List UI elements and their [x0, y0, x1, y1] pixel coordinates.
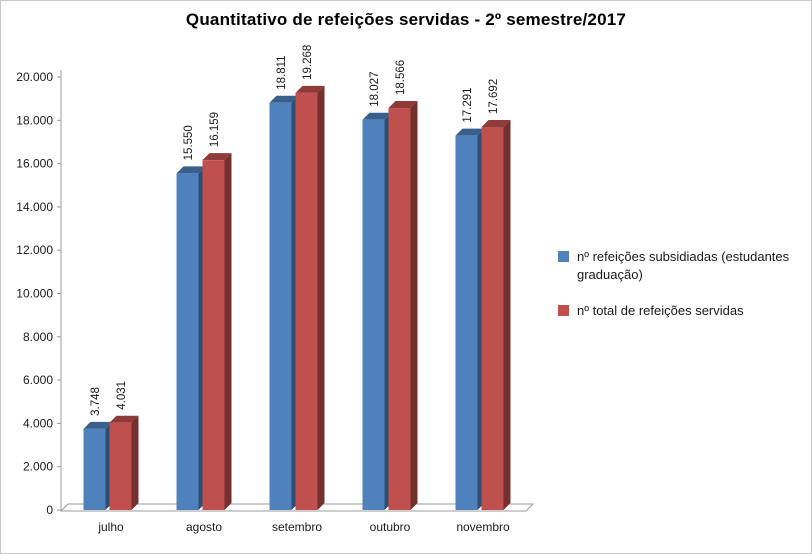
value-label-0-outubro: 18.027	[369, 72, 381, 107]
category-label: julho	[97, 520, 124, 534]
value-label-1-julho: 4.031	[116, 381, 128, 410]
category-label: novembro	[456, 520, 510, 534]
bar-top-1-outubro	[388, 101, 418, 109]
chart-title: Quantitativo de refeições servidas - 2º …	[185, 10, 627, 29]
y-tick-label: 6.000	[23, 373, 53, 387]
category-label: outubro	[370, 520, 411, 534]
y-tick-label: 12.000	[16, 243, 53, 257]
y-tick-label: 16.000	[16, 157, 53, 171]
bar-0-novembro	[455, 135, 478, 511]
bar-1-novembro	[481, 126, 504, 510]
legend-swatch-blue-icon	[558, 251, 569, 262]
legend-label-total: nº total de refeições servidas	[577, 303, 744, 319]
category-label: agosto	[186, 520, 222, 534]
y-tick-label: 18.000	[16, 113, 53, 127]
value-label-1-novembro: 17.692	[488, 79, 500, 114]
bar-0-setembro	[269, 102, 292, 510]
bar-top-0-outubro	[362, 112, 392, 120]
y-tick-label: 14.000	[16, 200, 53, 214]
bar-side-1-agosto	[224, 153, 232, 510]
bar-0-agosto	[176, 173, 199, 510]
legend-label-subsidiadas: nº refeições subsidiadas (estudantes gra…	[577, 249, 790, 282]
bar-side-1-julho	[131, 415, 139, 510]
bar-side-1-novembro	[503, 119, 511, 510]
chart-legend: nº refeições subsidiadas (estudantes gra…	[558, 248, 808, 339]
value-label-1-outubro: 18.566	[395, 60, 407, 95]
category-label: setembro	[272, 520, 322, 534]
value-label-0-setembro: 18.811	[276, 55, 288, 89]
legend-item-total: nº total de refeições servidas	[558, 302, 808, 320]
bar-top-1-agosto	[202, 153, 232, 161]
value-label-1-setembro: 19.268	[302, 45, 314, 80]
y-tick-label: 4.000	[23, 416, 53, 430]
y-tick-label: 2.000	[23, 460, 53, 474]
y-tick-label: 10.000	[16, 287, 53, 301]
bar-0-outubro	[362, 119, 385, 510]
value-label-1-agosto: 16.159	[209, 112, 221, 147]
bar-side-1-setembro	[317, 85, 325, 510]
bar-1-outubro	[388, 108, 411, 511]
bar-0-julho	[83, 428, 106, 510]
bar-side-1-outubro	[410, 101, 418, 511]
bar-top-1-novembro	[481, 119, 511, 127]
value-label-0-agosto: 15.550	[183, 125, 195, 160]
legend-swatch-red-icon	[558, 305, 569, 317]
y-tick-label: 8.000	[23, 330, 53, 344]
bar-top-0-julho	[83, 421, 113, 429]
bar-top-0-novembro	[455, 128, 485, 136]
bar-1-agosto	[202, 160, 225, 510]
value-label-0-julho: 3.748	[90, 387, 102, 416]
y-tick-label: 0	[46, 503, 53, 517]
bar-top-1-setembro	[295, 85, 325, 93]
bar-top-0-setembro	[269, 95, 299, 103]
y-tick-label: 20.000	[16, 70, 53, 84]
bar-1-setembro	[295, 92, 318, 510]
bar-top-1-julho	[109, 415, 139, 423]
bar-top-0-agosto	[176, 166, 206, 174]
bar-1-julho	[109, 422, 132, 510]
legend-item-subsidiadas: nº refeições subsidiadas (estudantes gra…	[558, 248, 808, 283]
value-label-0-novembro: 17.291	[462, 87, 474, 122]
